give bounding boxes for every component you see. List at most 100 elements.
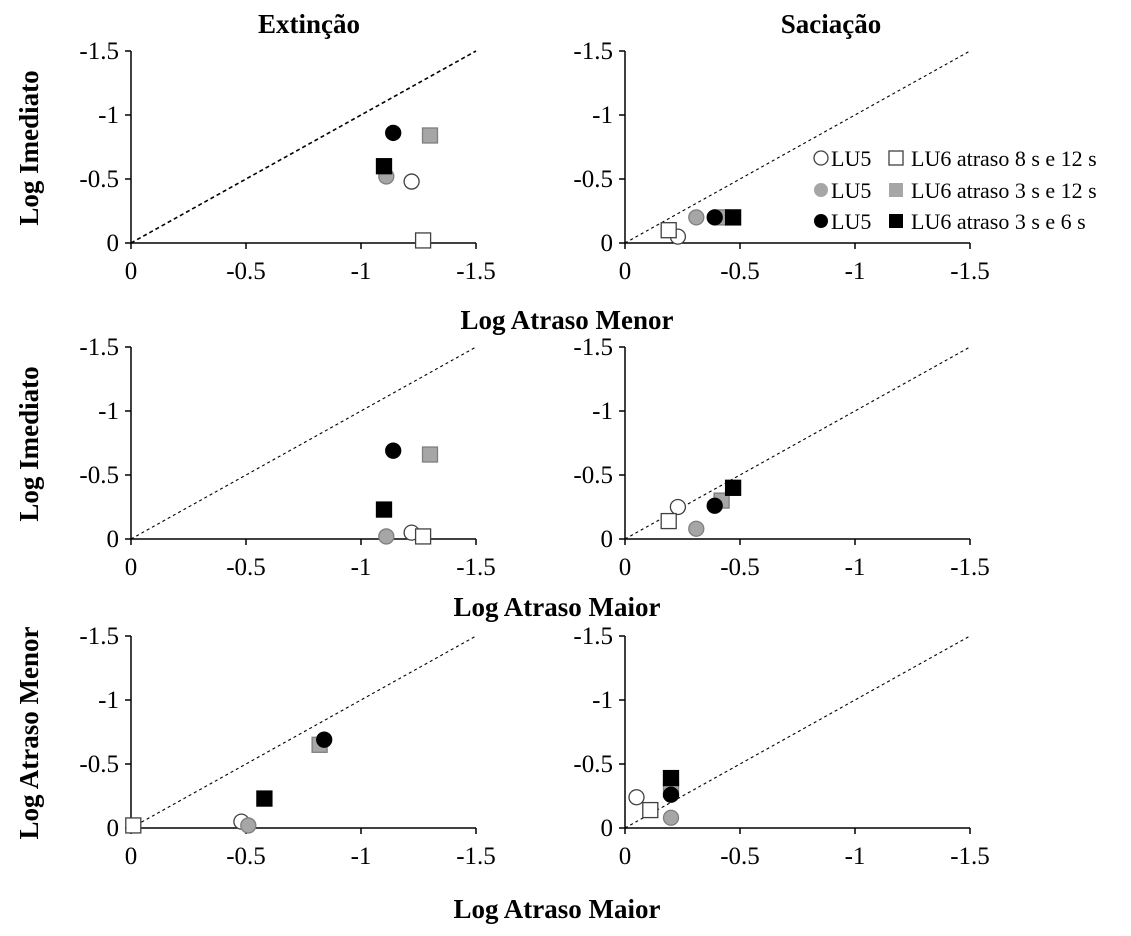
legend: LU5 LU6 atraso 8 s e 12 s LU5 LU6 atraso… bbox=[813, 146, 1097, 234]
point-lu6-atraso-8-s-e-12-s bbox=[642, 801, 659, 819]
x-tick-label: 0 bbox=[125, 258, 138, 285]
y-tick-label: 0 bbox=[601, 230, 614, 257]
point-lu5-atraso-3-s-e-6-s bbox=[706, 209, 723, 226]
legend-marker-lu6-open bbox=[888, 150, 904, 166]
point-lu6-atraso-8-s-e-12-s bbox=[660, 512, 677, 530]
x-tick-label: -0.5 bbox=[226, 554, 266, 581]
x-tick-label: -1 bbox=[351, 554, 372, 581]
point-lu6-atraso-8-s-e-12-s bbox=[125, 817, 142, 834]
x-tick-label: -0.5 bbox=[720, 843, 760, 870]
y-tick-label: -0.5 bbox=[573, 751, 613, 778]
point-lu5-atraso-3-s-e-6-s bbox=[385, 442, 402, 459]
y-tick-label: -1.5 bbox=[573, 334, 613, 361]
y-tick-label: 0 bbox=[601, 815, 614, 842]
point-lu5-atraso-8-s-e-12-s bbox=[403, 173, 420, 190]
legend-marker-lu6-gray bbox=[889, 183, 903, 197]
identity-line bbox=[130, 635, 477, 829]
y-axis-title-row1: Log Imediato bbox=[14, 70, 44, 225]
x-tick-label: 0 bbox=[125, 554, 138, 581]
point-lu6-atraso-8-s-e-12-s bbox=[660, 222, 677, 239]
x-tick-label: -0.5 bbox=[720, 554, 760, 581]
point-lu5-atraso-3-s-e-6-s bbox=[662, 786, 680, 803]
y-tick-label: 0 bbox=[107, 230, 120, 257]
scatter-panel-2: 0 -0.5 -1 -1.5 0 -0.5 -1 -1.5 bbox=[573, 38, 989, 285]
x-tick-label: -1 bbox=[845, 843, 866, 870]
y-tick-label: -0.5 bbox=[573, 166, 613, 193]
legend-marker-lu5-gray bbox=[814, 183, 828, 197]
x-tick-label: -0.5 bbox=[226, 258, 266, 285]
legend-label-lu5-black: LU5 bbox=[831, 209, 871, 234]
x-tick-label: -1.5 bbox=[950, 843, 990, 870]
y-tick-label: -0.5 bbox=[79, 166, 119, 193]
scatter-panel-5: 0 -0.5 -1 -1.5 0 -0.5 -1 -1.5 bbox=[79, 623, 495, 870]
y-tick-label: 0 bbox=[601, 526, 614, 553]
legend-marker-lu5-open bbox=[813, 150, 829, 166]
x-tick-label: 0 bbox=[125, 843, 138, 870]
y-tick-label: 0 bbox=[107, 815, 120, 842]
point-lu5-atraso-3-s-e-12-s bbox=[688, 209, 705, 226]
x-tick-label: -1.5 bbox=[456, 843, 496, 870]
point-lu5-atraso-3-s-e-12-s bbox=[662, 809, 680, 826]
legend-marker-lu6-black bbox=[889, 214, 903, 228]
y-tick-label: 0 bbox=[107, 526, 120, 553]
y-tick-label: -1.5 bbox=[79, 38, 119, 65]
point-lu5-atraso-3-s-e-12-s bbox=[240, 817, 257, 834]
scatter-panel-6: 0 -0.5 -1 -1.5 0 -0.5 -1 -1.5 bbox=[573, 623, 989, 870]
scatter-panel-1: 0 -0.5 -1 -1.5 0 -0.5 -1 -1.5 bbox=[79, 38, 495, 285]
point-lu5-atraso-3-s-e-6-s bbox=[706, 497, 723, 514]
legend-label-lu5-open: LU5 bbox=[831, 146, 871, 171]
y-tick-label: -1 bbox=[592, 398, 613, 425]
legend-label-lu6-gray: LU6 atraso 3 s e 12 s bbox=[911, 178, 1097, 203]
y-tick-label: -1.5 bbox=[573, 38, 613, 65]
point-lu5-atraso-3-s-e-6-s bbox=[385, 124, 402, 142]
x-tick-label: -0.5 bbox=[720, 258, 760, 285]
point-lu6-atraso-3-s-e-6-s bbox=[375, 158, 393, 175]
point-lu5-atraso-3-s-e-12-s bbox=[378, 528, 395, 545]
x-axis-title-row3: Log Atraso Maior bbox=[454, 894, 661, 924]
x-axis-title-row2: Log Atraso Maior bbox=[454, 592, 661, 622]
y-axis-title-row3: Log Atraso Menor bbox=[14, 627, 44, 840]
x-tick-label: -1.5 bbox=[950, 554, 990, 581]
point-lu5-atraso-3-s-e-6-s bbox=[316, 731, 333, 748]
point-lu6-atraso-3-s-e-6-s bbox=[724, 209, 742, 226]
y-tick-label: -1.5 bbox=[573, 623, 613, 650]
x-tick-label: -1.5 bbox=[456, 554, 496, 581]
scatter-panel-4: 0 -0.5 -1 -1.5 0 -0.5 -1 -1.5 bbox=[573, 334, 989, 581]
x-axis-title-row1: Log Atraso Menor bbox=[461, 305, 674, 335]
point-lu6-atraso-3-s-e-6-s bbox=[256, 790, 273, 807]
scatter-panels: 0 -0.5 -1 -1.5 0 -0.5 -1 -1.5 0 -0.5 -1 -1.5 0 -0.5 -1… bbox=[79, 38, 989, 870]
y-tick-label: -0.5 bbox=[79, 462, 119, 489]
point-lu6-atraso-3-s-e-12-s bbox=[421, 446, 439, 463]
y-tick-label: -1 bbox=[98, 102, 119, 129]
point-lu5-atraso-3-s-e-12-s bbox=[688, 520, 705, 537]
x-tick-label: 0 bbox=[619, 258, 632, 285]
x-tick-label: -1 bbox=[845, 554, 866, 581]
x-tick-label: 0 bbox=[619, 554, 632, 581]
identity-line bbox=[130, 50, 477, 244]
legend-label-lu6-open: LU6 atraso 8 s e 12 s bbox=[911, 146, 1097, 171]
y-tick-label: -1.5 bbox=[79, 334, 119, 361]
x-tick-label: -1 bbox=[845, 258, 866, 285]
point-lu6-atraso-3-s-e-6-s bbox=[375, 501, 393, 518]
point-lu5-atraso-8-s-e-12-s bbox=[628, 789, 645, 806]
x-tick-label: 0 bbox=[619, 843, 632, 870]
y-tick-label: -1.5 bbox=[79, 623, 119, 650]
x-tick-label: -1.5 bbox=[950, 258, 990, 285]
point-lu6-atraso-3-s-e-12-s bbox=[421, 127, 439, 144]
point-lu6-atraso-3-s-e-6-s bbox=[662, 769, 680, 787]
y-tick-label: -0.5 bbox=[79, 751, 119, 778]
x-tick-label: -0.5 bbox=[226, 843, 266, 870]
x-tick-label: -1 bbox=[351, 258, 372, 285]
column-title-extincao: Extinção bbox=[258, 9, 360, 39]
y-tick-label: -1 bbox=[98, 687, 119, 714]
point-lu6-atraso-8-s-e-12-s bbox=[414, 232, 432, 249]
identity-line bbox=[130, 346, 477, 540]
legend-label-lu6-black: LU6 atraso 3 s e 6 s bbox=[911, 209, 1086, 234]
point-lu5-atraso-8-s-e-12-s bbox=[669, 498, 687, 516]
y-tick-label: -1 bbox=[98, 398, 119, 425]
scatter-panel-3: 0 -0.5 -1 -1.5 0 -0.5 -1 -1.5 bbox=[79, 334, 495, 581]
point-lu6-atraso-3-s-e-6-s bbox=[724, 479, 742, 496]
legend-marker-lu5-black bbox=[814, 214, 828, 228]
